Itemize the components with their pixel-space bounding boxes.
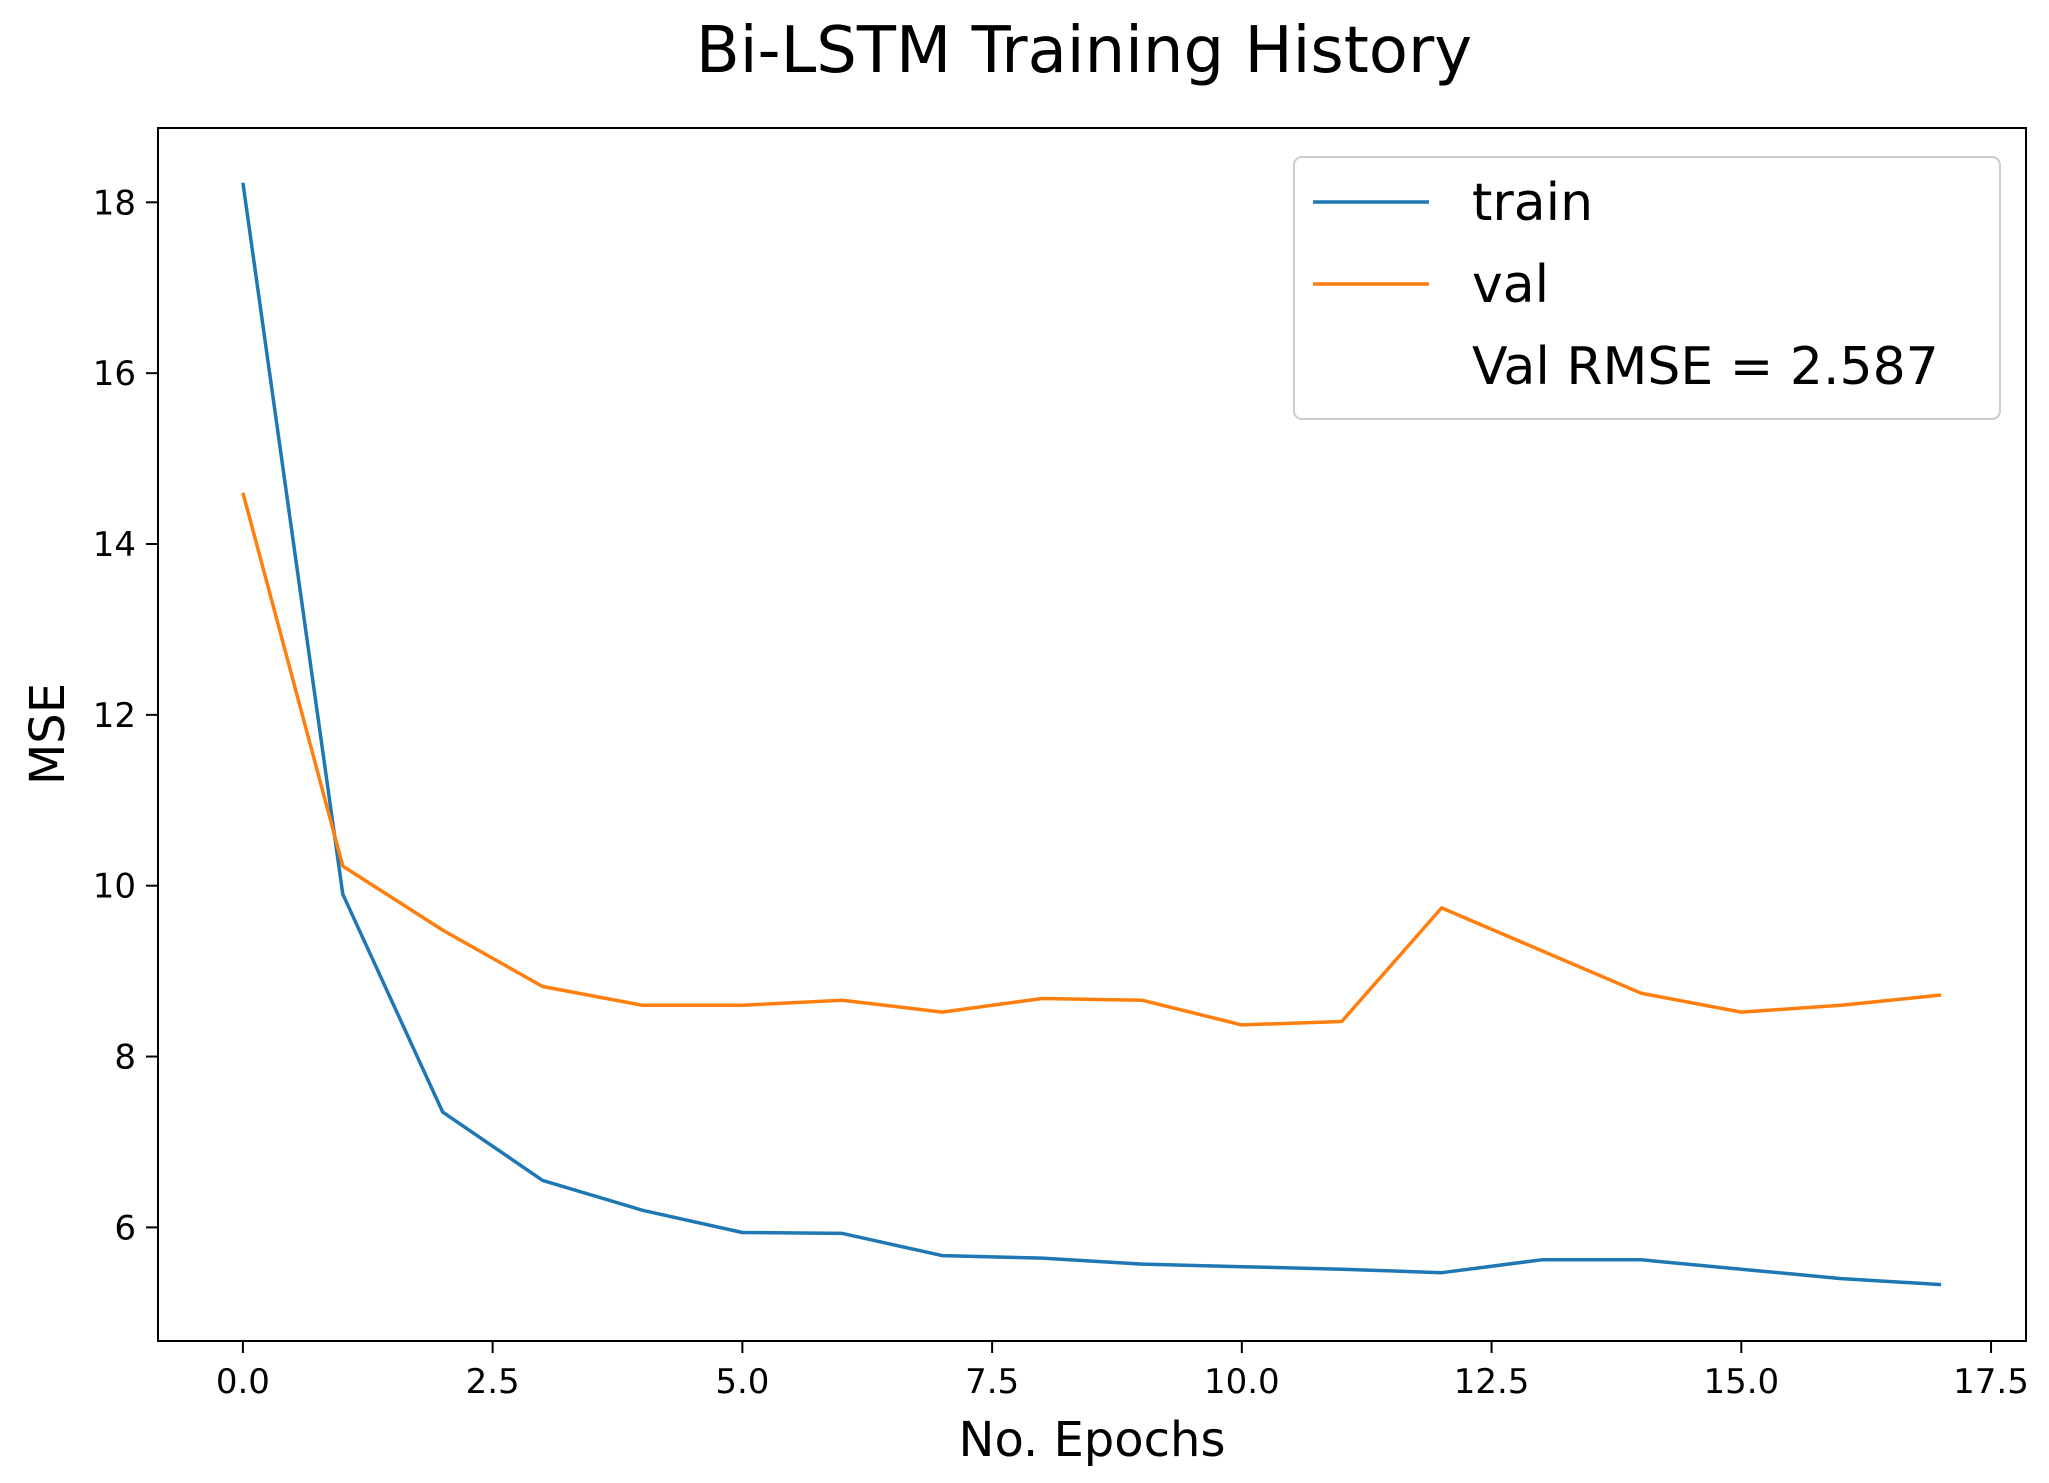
plot-area: 0.0 2.5 5.0 7.5 10.0 12.5 15.0 17.5 6 8 10 12 14 16 1…: [93, 127, 2029, 1402]
x-tick-label: 2.5: [466, 1362, 520, 1402]
y-tick-label: 14: [93, 525, 136, 565]
chart-title: Bi-LSTM Training History: [696, 14, 1472, 88]
y-tick-label: 8: [114, 1038, 136, 1078]
y-axis-ticks: 6 8 10 12 14 16 18: [93, 183, 158, 1248]
legend-note-val-rmse: Val RMSE = 2.587: [1472, 337, 1939, 397]
x-tick-label: 0.0: [216, 1362, 270, 1402]
plot-frame: [157, 127, 2027, 1342]
legend: train val Val RMSE = 2.587: [1293, 156, 2001, 420]
series-lines: [241, 182, 1942, 1287]
x-tick-label: 17.5: [1953, 1362, 2029, 1402]
y-axis-label: MSE: [20, 683, 76, 785]
legend-label-train: train: [1472, 173, 1593, 233]
y-tick-label: 6: [114, 1208, 136, 1248]
y-tick-label: 10: [93, 867, 136, 907]
y-tick-label: 16: [93, 354, 136, 394]
x-tick-label: 15.0: [1703, 1362, 1779, 1402]
y-tick-label: 18: [93, 183, 136, 223]
x-tick-label: 7.5: [965, 1362, 1019, 1402]
legend-label-val: val: [1472, 255, 1549, 315]
series-line-train: [241, 182, 1942, 1287]
series-line-val: [241, 492, 1942, 1027]
x-tick-label: 5.0: [715, 1362, 769, 1402]
x-tick-label: 10.0: [1204, 1362, 1280, 1402]
y-tick-label: 12: [93, 696, 136, 736]
x-axis-ticks: 0.0 2.5 5.0 7.5 10.0 12.5 15.0 17.5: [216, 1341, 2029, 1402]
legend-box: [1293, 156, 2001, 420]
x-axis-label: No. Epochs: [959, 1412, 1226, 1468]
x-tick-label: 12.5: [1454, 1362, 1530, 1402]
